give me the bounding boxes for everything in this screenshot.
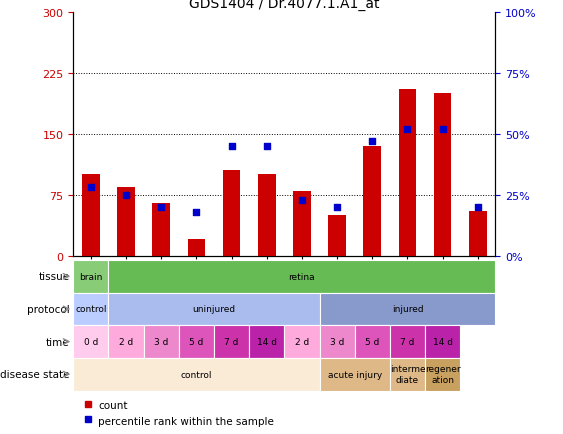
Title: GDS1404 / Dr.4077.1.A1_at: GDS1404 / Dr.4077.1.A1_at bbox=[189, 0, 379, 10]
Text: 3 d: 3 d bbox=[154, 337, 168, 346]
Bar bbox=[73, 260, 108, 293]
Text: disease state: disease state bbox=[0, 369, 70, 379]
Bar bbox=[320, 326, 355, 358]
Text: 14 d: 14 d bbox=[432, 337, 453, 346]
Text: interme
diate: interme diate bbox=[390, 365, 425, 384]
Bar bbox=[73, 358, 320, 391]
Bar bbox=[399, 90, 416, 256]
Bar bbox=[144, 326, 179, 358]
Text: 2 d: 2 d bbox=[119, 337, 133, 346]
Point bbox=[403, 126, 412, 133]
Text: regener
ation: regener ation bbox=[425, 365, 461, 384]
Text: 0 d: 0 d bbox=[83, 337, 98, 346]
Bar bbox=[284, 326, 320, 358]
Text: control: control bbox=[181, 370, 212, 379]
Bar bbox=[390, 326, 425, 358]
Bar bbox=[320, 293, 495, 326]
Bar bbox=[214, 326, 249, 358]
Bar bbox=[320, 358, 390, 391]
Bar bbox=[223, 171, 240, 256]
Bar bbox=[249, 326, 284, 358]
Text: 7 d: 7 d bbox=[400, 337, 415, 346]
Text: protocol: protocol bbox=[27, 304, 70, 314]
Bar bbox=[153, 204, 170, 256]
Point bbox=[438, 126, 447, 133]
Bar bbox=[355, 326, 390, 358]
Text: 14 d: 14 d bbox=[257, 337, 277, 346]
Point bbox=[192, 209, 201, 216]
Text: uninjured: uninjured bbox=[193, 305, 235, 314]
Bar bbox=[258, 175, 275, 256]
Text: tissue: tissue bbox=[38, 272, 70, 282]
Text: acute injury: acute injury bbox=[328, 370, 382, 379]
Point bbox=[122, 192, 131, 199]
Text: injured: injured bbox=[392, 305, 423, 314]
Bar bbox=[469, 211, 486, 256]
Point bbox=[227, 143, 236, 150]
Bar bbox=[73, 326, 108, 358]
Text: 2 d: 2 d bbox=[295, 337, 309, 346]
Bar bbox=[179, 326, 214, 358]
Point bbox=[262, 143, 271, 150]
Bar bbox=[328, 216, 346, 256]
Text: control: control bbox=[75, 305, 106, 314]
Point bbox=[157, 204, 166, 211]
Bar bbox=[425, 326, 461, 358]
Bar bbox=[434, 94, 452, 256]
Point bbox=[297, 197, 306, 204]
Bar bbox=[117, 187, 135, 256]
Point bbox=[368, 138, 377, 145]
Legend: count, percentile rank within the sample: count, percentile rank within the sample bbox=[78, 396, 278, 430]
Text: 5 d: 5 d bbox=[189, 337, 204, 346]
Text: brain: brain bbox=[79, 272, 102, 281]
Bar bbox=[73, 293, 108, 326]
Bar bbox=[82, 175, 100, 256]
Bar bbox=[390, 358, 425, 391]
Point bbox=[333, 204, 342, 211]
Text: 5 d: 5 d bbox=[365, 337, 379, 346]
Bar bbox=[364, 147, 381, 256]
Text: 3 d: 3 d bbox=[330, 337, 345, 346]
Bar bbox=[293, 191, 311, 256]
Text: retina: retina bbox=[289, 272, 315, 281]
Point bbox=[473, 204, 482, 211]
Bar bbox=[108, 293, 320, 326]
Bar bbox=[187, 240, 205, 256]
Bar bbox=[108, 326, 144, 358]
Text: time: time bbox=[46, 337, 70, 347]
Text: 7 d: 7 d bbox=[224, 337, 239, 346]
Bar bbox=[108, 260, 495, 293]
Bar bbox=[425, 358, 461, 391]
Point bbox=[86, 184, 95, 191]
